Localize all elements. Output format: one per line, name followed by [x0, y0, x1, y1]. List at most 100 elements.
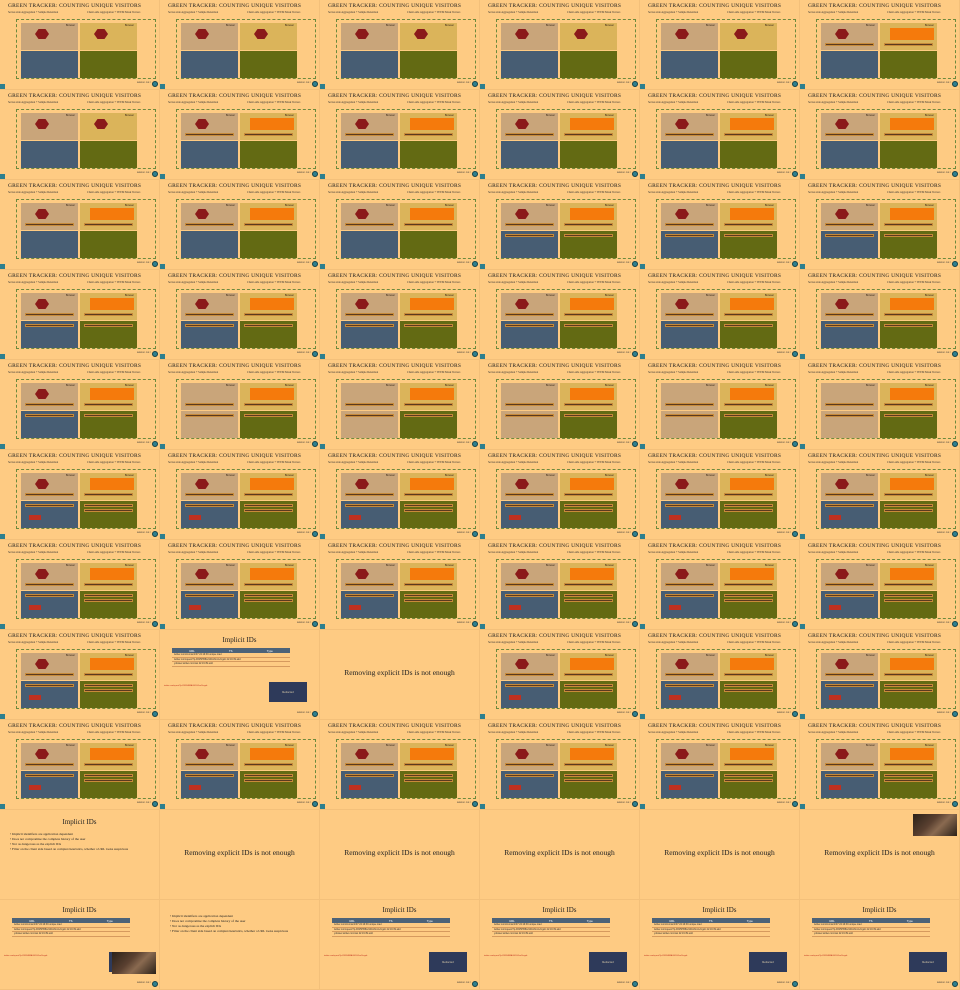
browser-label: Browser — [65, 294, 75, 297]
slide-title: GREEN TRACKER: COUNTING UNIQUE VISITORS — [648, 543, 782, 549]
red-marker — [29, 515, 41, 520]
slide-thumbnail[interactable]: Implicit IDs URL TS Type twitter.com/tmonsmh… — [160, 630, 320, 720]
logo-icon — [152, 711, 158, 717]
subtitle-right: Client-side Aggregation + TEEM Mask Vect… — [887, 461, 941, 464]
slide-thumbnail[interactable]: GREEN TRACKER: COUNTING UNIQUE VISITORS S… — [160, 450, 320, 540]
slide-thumbnail[interactable]: Implicit IDs URL TS Type twitter.com/tmonsmh… — [640, 900, 800, 990]
slide-thumbnail[interactable]: Removing explicit IDs is not enough — [320, 630, 480, 720]
slide-thumbnail[interactable]: GREEN TRACKER: COUNTING UNIQUE VISITORS S… — [0, 540, 160, 630]
slide-thumbnail[interactable]: GREEN TRACKER: COUNTING UNIQUE VISITORS S… — [640, 270, 800, 360]
slide-thumbnail[interactable]: Removing explicit IDs is not enough — [320, 810, 480, 900]
slide-thumbnail[interactable]: GREEN TRACKER: COUNTING UNIQUE VISITORS S… — [320, 360, 480, 450]
slide-thumbnail[interactable]: GREEN TRACKER: COUNTING UNIQUE VISITORS S… — [800, 540, 960, 630]
slide-thumbnail[interactable]: GREEN TRACKER: COUNTING UNIQUE VISITORS S… — [480, 450, 640, 540]
slide-thumbnail[interactable]: Implicit IDs URL TS Type twitter.com/tmonsmh… — [0, 900, 160, 990]
slide-thumbnail[interactable]: GREEN TRACKER: COUNTING UNIQUE VISITORS S… — [640, 0, 800, 90]
slide-thumbnail[interactable]: GREEN TRACKER: COUNTING UNIQUE VISITORS S… — [640, 540, 800, 630]
slide-thumbnail[interactable]: GREEN TRACKER: COUNTING UNIQUE VISITORS S… — [320, 720, 480, 810]
slide-thumbnail[interactable]: GREEN TRACKER: COUNTING UNIQUE VISITORS S… — [640, 180, 800, 270]
slide-thumbnail[interactable]: GREEN TRACKER: COUNTING UNIQUE VISITORS S… — [480, 0, 640, 90]
slide-thumbnail[interactable]: GREEN TRACKER: COUNTING UNIQUE VISITORS S… — [0, 360, 160, 450]
quadrant-browser-right: Browser — [80, 473, 137, 500]
slide-thumbnail[interactable]: Removing explicit IDs is not enough — [800, 810, 960, 900]
slide-thumbnail[interactable]: Implicit IDs URL TS Type twitter.com/tmonsmh… — [480, 900, 640, 990]
footer-text: IMWKIO 2017 — [137, 352, 151, 354]
slide-thumbnail[interactable]: GREEN TRACKER: COUNTING UNIQUE VISITORS S… — [160, 540, 320, 630]
quadrant-server-left — [181, 501, 238, 528]
logo-icon — [632, 981, 638, 987]
data-bar — [564, 684, 613, 687]
slide-thumbnail[interactable]: GREEN TRACKER: COUNTING UNIQUE VISITORS S… — [0, 630, 160, 720]
slide-thumbnail[interactable]: GREEN TRACKER: COUNTING UNIQUE VISITORS S… — [0, 90, 160, 180]
slide-thumbnail[interactable]: Removing explicit IDs is not enough — [640, 810, 800, 900]
slide-thumbnail[interactable]: GREEN TRACKER: COUNTING UNIQUE VISITORS S… — [0, 450, 160, 540]
hexagon-icon — [835, 479, 849, 489]
slide-thumbnail[interactable]: GREEN TRACKER: COUNTING UNIQUE VISITORS S… — [800, 720, 960, 810]
slide-thumbnail[interactable]: GREEN TRACKER: COUNTING UNIQUE VISITORS S… — [160, 720, 320, 810]
slide-thumbnail[interactable]: GREEN TRACKER: COUNTING UNIQUE VISITORS S… — [800, 630, 960, 720]
corner-icon — [800, 534, 805, 539]
data-bar — [25, 583, 74, 586]
browser-label: Browser — [225, 294, 235, 297]
quadrant-browser-right: Browser — [240, 563, 297, 590]
browser-label: Browser — [604, 474, 614, 477]
slide-thumbnail[interactable]: GREEN TRACKER: COUNTING UNIQUE VISITORS S… — [640, 450, 800, 540]
slide-thumbnail[interactable]: GREEN TRACKER: COUNTING UNIQUE VISITORS S… — [320, 0, 480, 90]
slide-thumbnail[interactable]: Implicit IDs URL TS Type twitter.com/tmonsmh… — [800, 900, 960, 990]
browser-label: Browser — [764, 474, 774, 477]
tracker-panel: Browser Browser — [16, 289, 156, 349]
browser-label: Browser — [604, 24, 614, 27]
data-bar — [724, 133, 773, 136]
slide-thumbnail[interactable]: GREEN TRACKER: COUNTING UNIQUE VISITORS S… — [480, 180, 640, 270]
slide-thumbnail[interactable]: GREEN TRACKER: COUNTING UNIQUE VISITORS S… — [640, 720, 800, 810]
slide-thumbnail[interactable]: GREEN TRACKER: COUNTING UNIQUE VISITORS S… — [0, 720, 160, 810]
slide-thumbnail[interactable]: GREEN TRACKER: COUNTING UNIQUE VISITORS S… — [160, 270, 320, 360]
slide-thumbnail[interactable]: GREEN TRACKER: COUNTING UNIQUE VISITORS S… — [320, 540, 480, 630]
slide-thumbnail[interactable]: GREEN TRACKER: COUNTING UNIQUE VISITORS S… — [800, 270, 960, 360]
data-bar — [345, 133, 394, 136]
hexagon-icon — [355, 479, 369, 489]
subtitle-right: Client-side Aggregation + TEEM Mask Vect… — [567, 551, 621, 554]
slide-thumbnail[interactable]: GREEN TRACKER: COUNTING UNIQUE VISITORS S… — [0, 0, 160, 90]
slide-title: GREEN TRACKER: COUNTING UNIQUE VISITORS — [648, 633, 782, 639]
slide-thumbnail[interactable]: Removing explicit IDs is not enough — [480, 810, 640, 900]
slide-thumbnail[interactable]: GREEN TRACKER: COUNTING UNIQUE VISITORS S… — [160, 0, 320, 90]
slide-thumbnail[interactable]: GREEN TRACKER: COUNTING UNIQUE VISITORS S… — [480, 540, 640, 630]
slide-thumbnail[interactable]: GREEN TRACKER: COUNTING UNIQUE VISITORS S… — [800, 180, 960, 270]
slide-thumbnail[interactable]: Implicit IDs URL TS Type twitter.com/tmonsmh… — [320, 900, 480, 990]
logo-icon — [312, 171, 318, 177]
slide-thumbnail[interactable]: Removing explicit IDs is not enough — [160, 810, 320, 900]
data-bar — [505, 403, 554, 406]
slide-thumbnail[interactable]: GREEN TRACKER: COUNTING UNIQUE VISITORS S… — [800, 360, 960, 450]
slide-thumbnail[interactable]: GREEN TRACKER: COUNTING UNIQUE VISITORS S… — [320, 450, 480, 540]
data-bar — [724, 493, 773, 496]
slide-thumbnail[interactable]: GREEN TRACKER: COUNTING UNIQUE VISITORS S… — [800, 0, 960, 90]
slide-thumbnail[interactable]: GREEN TRACKER: COUNTING UNIQUE VISITORS S… — [0, 270, 160, 360]
slide-thumbnail[interactable]: GREEN TRACKER: COUNTING UNIQUE VISITORS S… — [320, 90, 480, 180]
slide-thumbnail[interactable]: GREEN TRACKER: COUNTING UNIQUE VISITORS S… — [160, 180, 320, 270]
quadrant-server-right — [80, 591, 137, 618]
slide-thumbnail[interactable]: GREEN TRACKER: COUNTING UNIQUE VISITORS S… — [640, 360, 800, 450]
slide-thumbnail[interactable]: GREEN TRACKER: COUNTING UNIQUE VISITORS S… — [320, 270, 480, 360]
slide-thumbnail[interactable]: GREEN TRACKER: COUNTING UNIQUE VISITORS S… — [800, 450, 960, 540]
data-bar — [244, 594, 293, 597]
browser-label: Browser — [284, 294, 294, 297]
quadrant-browser-right: Browser — [720, 563, 777, 590]
slide-thumbnail[interactable]: GREEN TRACKER: COUNTING UNIQUE VISITORS S… — [0, 180, 160, 270]
slide-thumbnail[interactable]: GREEN TRACKER: COUNTING UNIQUE VISITORS S… — [160, 90, 320, 180]
quadrant-browser-right: Browser — [400, 113, 457, 140]
slide-thumbnail[interactable]: GREEN TRACKER: COUNTING UNIQUE VISITORS S… — [320, 180, 480, 270]
slide-thumbnail[interactable]: GREEN TRACKER: COUNTING UNIQUE VISITORS S… — [640, 90, 800, 180]
slide-thumbnail[interactable]: GREEN TRACKER: COUNTING UNIQUE VISITORS S… — [640, 630, 800, 720]
subtitle-right: Client-side Aggregation + TEEM Mask Vect… — [247, 281, 301, 284]
slide-thumbnail[interactable]: GREEN TRACKER: COUNTING UNIQUE VISITORS S… — [480, 270, 640, 360]
slide-thumbnail[interactable]: GREEN TRACKER: COUNTING UNIQUE VISITORS S… — [160, 360, 320, 450]
slide-thumbnail[interactable]: GREEN TRACKER: COUNTING UNIQUE VISITORS S… — [480, 90, 640, 180]
slide-thumbnail[interactable]: GREEN TRACKER: COUNTING UNIQUE VISITORS S… — [480, 360, 640, 450]
slide-thumbnail[interactable]: GREEN TRACKER: COUNTING UNIQUE VISITORS S… — [480, 630, 640, 720]
slide-thumbnail[interactable]: GREEN TRACKER: COUNTING UNIQUE VISITORS S… — [800, 90, 960, 180]
browser-label: Browser — [65, 474, 75, 477]
slide-thumbnail[interactable]: Implicit identifiers are application dep… — [160, 900, 320, 990]
slide-thumbnail[interactable]: Implicit IDs Implicit identifiers are app… — [0, 810, 160, 900]
slide-thumbnail[interactable]: GREEN TRACKER: COUNTING UNIQUE VISITORS S… — [480, 720, 640, 810]
